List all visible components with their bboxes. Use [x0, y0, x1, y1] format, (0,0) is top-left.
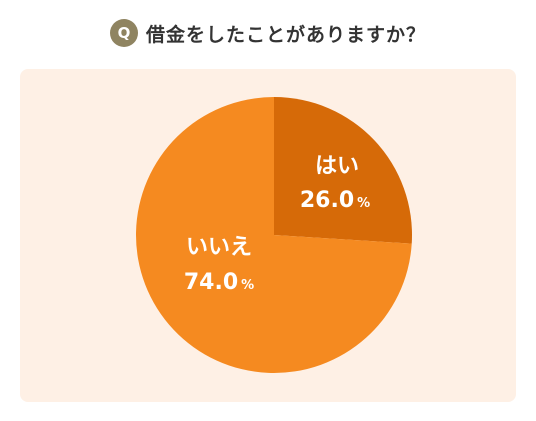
slice-label-yes: はい 26.0% — [300, 154, 370, 213]
pie-slices — [136, 97, 412, 373]
slice-unit-yes: % — [357, 196, 370, 211]
slice-label-yes-value: 26.0% — [300, 188, 370, 213]
slice-label-no-value: 74.0% — [184, 270, 254, 295]
slice-value-yes: 26.0 — [300, 188, 354, 213]
slice-label-no: いいえ 74.0% — [184, 235, 254, 295]
slice-label-yes-name: はい — [315, 154, 359, 179]
slice-value-no: 74.0 — [184, 270, 238, 295]
question-title: 借金をしたことがありますか？ — [145, 23, 426, 46]
pie-slice-yes — [274, 97, 412, 244]
pie-slice-no — [136, 97, 412, 373]
slice-unit-no: % — [241, 278, 254, 293]
q-badge: Q — [109, 19, 138, 47]
question-header: Q 借金をしたことがありますか？ — [0, 16, 536, 50]
slice-label-no-name: いいえ — [186, 235, 252, 260]
